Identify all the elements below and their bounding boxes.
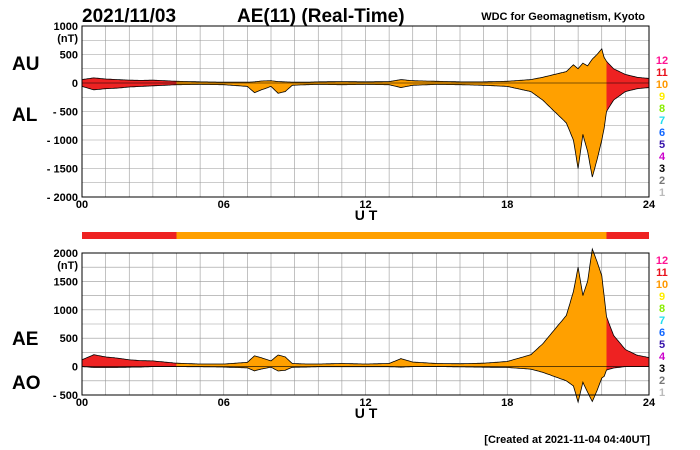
level-legend-item: 2 xyxy=(659,375,665,387)
au-series-line xyxy=(81,47,650,83)
level-10-area xyxy=(176,48,607,177)
level-10-area xyxy=(176,249,607,403)
y-tick-label: 2000 xyxy=(54,248,78,260)
x-tick-label: 06 xyxy=(218,199,230,211)
y-tick-label: - 1500 xyxy=(47,164,78,176)
level-11-area xyxy=(606,61,649,112)
level-legend-item: 6 xyxy=(659,127,665,139)
level-legend-item: 11 xyxy=(656,267,668,279)
index-label-lower: AL xyxy=(12,105,38,126)
unit-label: (nT) xyxy=(57,260,78,272)
level-11-area xyxy=(82,77,177,90)
y-tick-label: - 1000 xyxy=(47,135,78,147)
index-label-lower: AO xyxy=(12,373,41,394)
y-tick-label: 1500 xyxy=(54,276,78,288)
level-legend-item: 9 xyxy=(659,291,665,303)
chart-title: AE(11) (Real-Time) xyxy=(237,6,405,27)
y-tick-label: 500 xyxy=(60,333,78,345)
x-tick-label: 24 xyxy=(643,397,656,409)
level-legend-item: 1 xyxy=(659,387,665,399)
x-tick-label: 24 xyxy=(643,199,656,211)
level-legend-item: 8 xyxy=(659,303,665,315)
unit-label: (nT) xyxy=(57,33,78,45)
x-tick-label: 18 xyxy=(501,397,513,409)
plot-frame xyxy=(81,252,650,396)
created-timestamp: [Created at 2021-11-04 04:40UT] xyxy=(484,434,650,446)
x-axis-label: U T xyxy=(355,405,378,421)
level-legend-item: 5 xyxy=(659,339,665,351)
date-title: 2021/11/03 xyxy=(82,6,176,27)
ae-series-line xyxy=(81,247,650,365)
y-tick-label: 0 xyxy=(72,78,78,90)
level-legend-item: 1 xyxy=(659,187,665,199)
level-legend-item: 3 xyxy=(659,363,665,375)
source-label: WDC for Geomagnetism, Kyoto xyxy=(481,11,645,23)
y-tick-label: - 500 xyxy=(53,107,78,119)
level-legend-item: 12 xyxy=(656,55,668,67)
level-legend-item: 2 xyxy=(659,175,665,187)
y-tick-label: 1000 xyxy=(54,21,78,33)
level-legend-item: 4 xyxy=(659,151,666,163)
plot-frame xyxy=(81,25,650,198)
y-tick-label: - 500 xyxy=(53,390,78,402)
level-11-area xyxy=(82,354,177,368)
level-11-bar-segment xyxy=(606,232,649,239)
index-label-upper: AU xyxy=(12,54,39,75)
x-tick-label: 00 xyxy=(76,397,88,409)
level-11-area xyxy=(606,316,649,370)
level-11-bar-segment xyxy=(82,232,177,239)
y-tick-label: 500 xyxy=(60,50,78,62)
level-legend-item: 6 xyxy=(659,327,665,339)
level-legend-item: 8 xyxy=(659,103,665,115)
activity-level-bar xyxy=(82,232,649,239)
level-legend-item: 10 xyxy=(656,279,668,291)
x-tick-label: 12 xyxy=(359,397,371,409)
au-al-panel: 1000 500 0 - 500 - 1000 - 1500 - 2000 (nT) 00 06 1… xyxy=(12,21,656,223)
level-legend-item: 10 xyxy=(656,79,668,91)
level-legend-item: 9 xyxy=(659,91,665,103)
level-legend-item: 4 xyxy=(659,351,666,363)
x-axis-label: U T xyxy=(355,207,378,223)
x-tick-label: 18 xyxy=(501,199,513,211)
level-legend-item: 3 xyxy=(659,163,665,175)
y-tick-label: - 2000 xyxy=(47,192,78,204)
al-series-line xyxy=(81,84,650,178)
x-tick-label: 12 xyxy=(359,199,371,211)
ae-ao-panel: 2000 1500 1000 500 0 - 500 (nT) 00 06 12 18 24 U T AE… xyxy=(12,247,656,421)
level-legend-item: 5 xyxy=(659,139,665,151)
level-legend-item: 7 xyxy=(659,315,665,327)
y-tick-label: 1000 xyxy=(54,305,78,317)
index-label-upper: AE xyxy=(12,329,38,350)
x-tick-label: 06 xyxy=(218,397,230,409)
x-tick-label: 00 xyxy=(76,199,88,211)
level-legend-item: 11 xyxy=(656,67,668,79)
level-legend-item: 12 xyxy=(656,255,668,267)
level-10-bar-segment xyxy=(176,232,607,239)
y-tick-label: 0 xyxy=(72,362,78,374)
level-legend-item: 7 xyxy=(659,115,665,127)
